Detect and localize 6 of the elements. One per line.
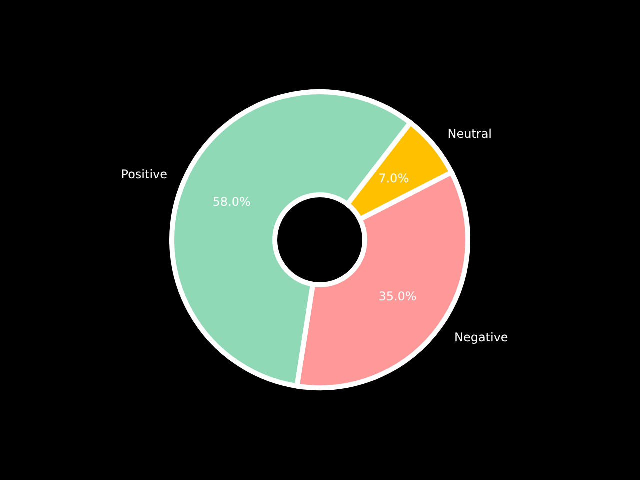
data-label: 7.0%	[378, 172, 410, 186]
data-label: 58.0%	[212, 195, 251, 210]
slice-label: Neutral	[448, 126, 492, 141]
slice-label: Negative	[454, 330, 508, 344]
data-label: 35.0%	[378, 289, 417, 304]
slice-label: Positive	[121, 167, 168, 182]
